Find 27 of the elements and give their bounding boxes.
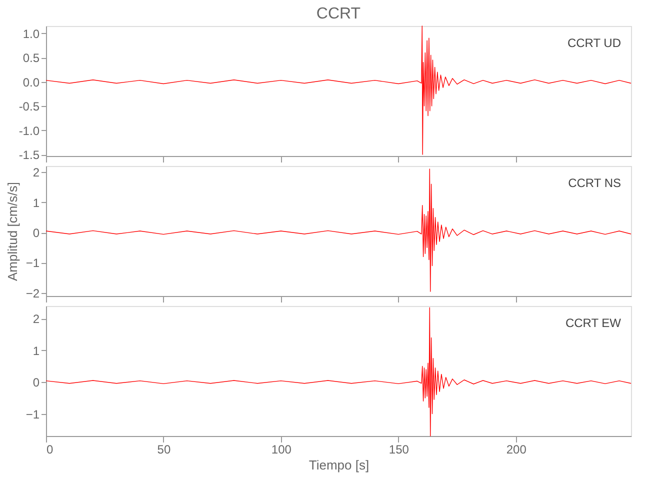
y-tick-label: 1.0 <box>22 26 40 41</box>
line-series <box>46 168 632 292</box>
y-tick-label: -1.5 <box>18 148 40 162</box>
chart-title: CCRT <box>316 6 361 23</box>
y-tick-label: −2 <box>26 286 40 300</box>
y-tick-label: 1 <box>32 196 40 210</box>
y-tick-label: -1.0 <box>18 124 40 138</box>
y-tick-label: 2 <box>32 312 40 326</box>
y-tick-label: 0.0 <box>22 75 40 90</box>
x-tick-label: 0 <box>46 442 54 456</box>
y-axis-title: Amplitud [cm/s/s] <box>4 182 20 281</box>
y-tick-label: 0 <box>32 376 40 390</box>
x-tick-label: 200 <box>506 442 527 456</box>
y-tick-label: -0.5 <box>18 100 40 114</box>
annotation: CCRT UD <box>567 36 622 50</box>
x-tick-label: 100 <box>271 442 292 456</box>
x-tick-label: 150 <box>388 442 410 456</box>
annotation: CCRT NS <box>568 176 621 190</box>
x-tick-label: 50 <box>157 442 171 456</box>
annotation: CCRT EW <box>565 316 622 330</box>
y-tick-label: −1 <box>26 407 40 422</box>
y-tick-label: 1 <box>32 344 40 358</box>
y-tick-label: 2 <box>32 166 40 180</box>
y-tick-label: 0 <box>32 226 40 240</box>
x-axis-title: Tiempo [s] <box>308 458 370 472</box>
y-tick-label: 0.5 <box>22 51 40 66</box>
y-tick-label: −1 <box>26 256 40 270</box>
